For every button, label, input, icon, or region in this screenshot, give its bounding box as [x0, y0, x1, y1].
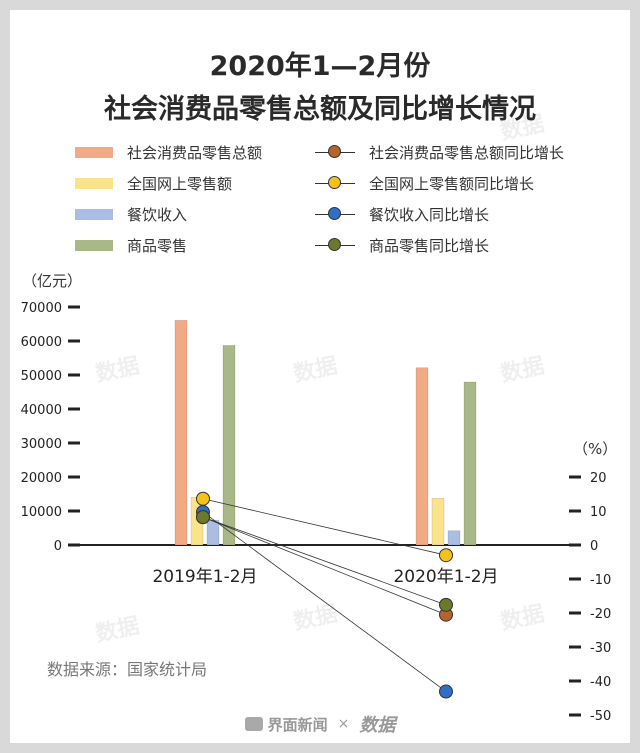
right-axis-tick-label: -20 — [590, 607, 611, 622]
x-axis-category-label: 2020年1-2月 — [393, 567, 498, 587]
legend-swatch — [75, 146, 113, 158]
left-axis-tick-label: 40000 — [21, 403, 62, 418]
legend-label: 全国网上零售额 — [127, 174, 233, 193]
x-axis-category-label: 2019年1-2月 — [152, 567, 257, 587]
legend-swatch — [75, 239, 113, 251]
legend-label: 餐饮收入 — [127, 205, 188, 224]
legend-item-retail-total: 社会消费品零售总额 — [75, 141, 262, 163]
growth-point — [439, 597, 453, 612]
legend-label: 餐饮收入同比增长 — [369, 205, 490, 224]
left-axis-tick-label: 50000 — [21, 369, 62, 384]
growth-point — [196, 491, 210, 506]
legend-label: 商品零售同比增长 — [369, 236, 490, 255]
brand-logo-icon — [244, 717, 263, 731]
growth-point — [196, 510, 210, 525]
legend-item-retail-total-growth: 社会消费品零售总额同比增长 — [315, 141, 564, 163]
right-axis-tick-label: 20 — [590, 471, 607, 486]
bar — [415, 367, 429, 546]
chart-card — [10, 10, 630, 743]
legend-item-goods-retail: 商品零售 — [75, 234, 187, 256]
legend-label: 社会消费品零售总额同比增长 — [369, 143, 565, 162]
legend-item-catering-growth: 餐饮收入同比增长 — [315, 203, 489, 225]
bar — [222, 345, 236, 546]
legend-item-online-retail: 全国网上零售额 — [75, 172, 232, 194]
data-source: 数据来源：国家统计局 — [47, 660, 208, 679]
left-axis-unit: （亿元） — [22, 272, 83, 290]
bar — [431, 498, 445, 546]
chart-title-line2: 社会消费品零售总额及同比增长情况 — [104, 94, 536, 125]
bar — [447, 530, 461, 546]
footer-brand-2: 数据 — [359, 715, 396, 736]
right-axis-tick-label: 10 — [590, 505, 607, 520]
legend-item-online-growth: 全国网上零售额同比增长 — [315, 172, 534, 194]
footer-separator: × — [337, 716, 350, 732]
footer: 界面新闻 × 数据 — [0, 710, 640, 738]
left-axis-tick-label: 60000 — [21, 335, 62, 350]
legend-label: 商品零售 — [127, 236, 188, 255]
left-axis-tick-label: 20000 — [21, 471, 62, 486]
growth-point — [439, 684, 453, 699]
growth-point — [439, 548, 453, 563]
growth-line — [202, 511, 447, 692]
right-axis-unit: （%） — [573, 440, 618, 458]
legend-item-catering: 餐饮收入 — [75, 203, 187, 225]
bar — [463, 381, 477, 546]
legend-swatch — [75, 208, 113, 220]
legend-line-marker — [315, 144, 355, 160]
right-axis-tick-label: -30 — [590, 641, 611, 656]
growth-line — [202, 498, 447, 556]
right-axis-tick-label: 0 — [590, 539, 598, 554]
legend-line-marker — [315, 237, 355, 253]
growth-line — [202, 516, 447, 606]
legend-item-goods-growth: 商品零售同比增长 — [315, 234, 489, 256]
legend-label: 全国网上零售额同比增长 — [369, 174, 535, 193]
right-axis-tick-label: -10 — [590, 573, 611, 588]
left-axis-tick-label: 30000 — [21, 437, 62, 452]
chart-title-line1: 2020年1—2月份 — [209, 51, 431, 82]
legend-line-marker — [315, 206, 355, 222]
legend-swatch — [75, 177, 113, 189]
left-axis-tick-label: 0 — [54, 539, 62, 554]
legend-line-marker — [315, 175, 355, 191]
right-axis-tick-label: -40 — [590, 675, 611, 690]
legend-label: 社会消费品零售总额 — [127, 143, 263, 162]
footer-brand: 界面新闻 — [267, 715, 328, 734]
right-axis-tick-label: -50 — [590, 709, 611, 724]
left-axis-tick-label: 10000 — [21, 505, 62, 520]
growth-line — [202, 516, 447, 616]
left-axis-tick-label: 70000 — [21, 301, 62, 316]
bar — [206, 519, 220, 546]
bar — [174, 320, 188, 546]
